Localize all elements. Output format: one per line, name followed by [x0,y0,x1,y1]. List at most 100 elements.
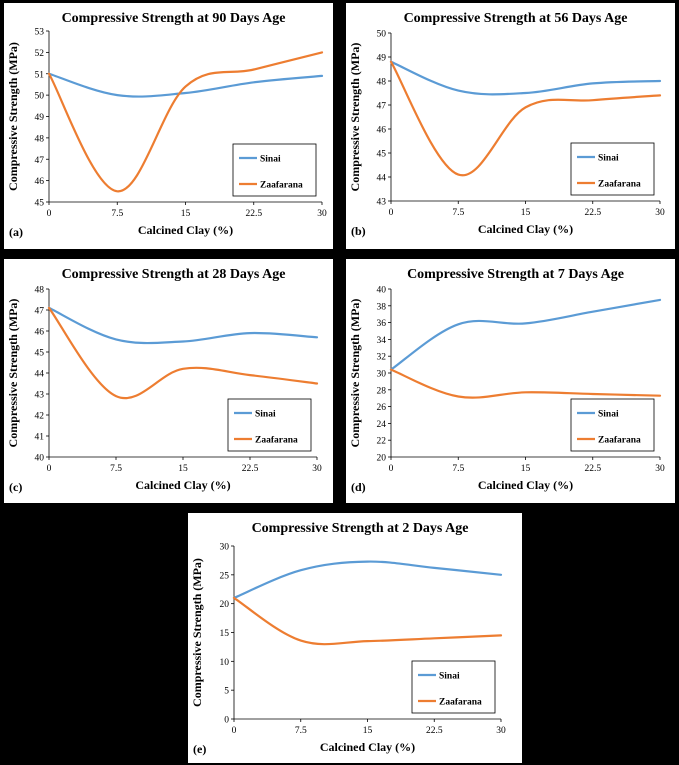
y-axis-label: Compressive Strength (MPa) [190,558,204,707]
x-tick-label: 15 [178,464,188,474]
y-tick-label: 44 [35,370,45,380]
y-tick-label: 30 [377,370,387,380]
series-line-sinai [232,560,503,599]
y-tick-label: 24 [377,420,387,430]
x-tick-label: 30 [496,726,506,736]
legend-label-sinai: Sinai [598,154,619,164]
y-tick-label: 0 [224,716,229,726]
y-tick-label: 34 [377,336,387,346]
series-line-zaafarana [389,368,662,399]
x-tick-label: 0 [47,209,52,219]
x-axis-label: Calcined Clay (%) [138,223,233,237]
y-axis-label: Compressive Strength (MPa) [348,43,362,192]
x-tick-label: 15 [363,726,373,736]
y-tick-label: 47 [35,156,45,166]
x-tick-label: 0 [232,726,237,736]
legend-box [570,142,655,196]
y-tick-label: 51 [35,70,45,80]
x-axis-label: Calcined Clay (%) [135,478,230,492]
series-line-zaafarana [47,306,319,400]
x-tick-label: 30 [312,464,322,474]
y-tick-label: 52 [35,49,45,59]
series-line-sinai [389,298,662,371]
x-tick-label: 22.5 [584,208,601,218]
panel-label: (a) [9,225,23,239]
y-tick-label: 22 [377,437,387,447]
y-tick-label: 15 [220,629,230,639]
legend: Sinai Zaafarana [232,143,317,197]
chart-title: Compressive Strength at 90 Days Age [62,11,286,26]
y-tick-label: 36 [377,319,387,329]
legend: Sinai Zaafarana [227,398,312,452]
x-axis-label: Calcined Clay (%) [478,478,573,492]
x-tick-label: 30 [317,209,327,219]
x-tick-label: 22.5 [584,464,601,474]
legend: Sinai Zaafarana [411,660,496,714]
y-tick-label: 44 [377,174,387,184]
y-tick-label: 26 [377,403,387,413]
chart-title: Compressive Strength at 2 Days Age [252,521,469,536]
y-axis-label: Compressive Strength (MPa) [348,299,362,448]
chart-panel-e: Compressive Strength at 2 Days Age 0 5 10 15… [188,513,522,763]
x-tick-label: 15 [521,464,531,474]
y-tick-label: 46 [35,328,45,338]
y-tick-label: 47 [35,307,45,317]
chart-panel-c: Compressive Strength at 28 Days Age 40 41 4… [4,259,333,503]
y-tick-label: 50 [35,92,45,102]
y-axis-label: Compressive Strength (MPa) [6,42,20,191]
series-line-zaafarana [389,60,662,177]
y-tick-label: 40 [35,454,45,464]
x-tick-label: 7.5 [452,208,464,218]
y-tick-label: 45 [377,150,387,160]
y-tick-label: 25 [220,571,230,581]
y-tick-label: 40 [377,286,387,296]
x-tick-label: 30 [655,464,665,474]
y-tick-label: 10 [220,658,230,668]
y-tick-label: 45 [35,349,45,359]
panel-label: (c) [9,480,22,494]
chart-e: Compressive Strength at 2 Days Age 0 5 10 15… [190,521,506,756]
series-line-sinai [47,72,324,98]
legend-box [232,143,317,197]
y-tick-label: 46 [377,126,387,136]
y-tick-label: 43 [35,391,45,401]
chart-a: Compressive Strength at 90 Days Age 45 46 4… [6,11,327,239]
x-tick-label: 22.5 [426,726,443,736]
legend-label-sinai: Sinai [255,410,276,420]
series-line-sinai [389,60,662,96]
y-tick-label: 46 [35,177,45,187]
legend-label-zaafarana: Zaafarana [260,181,303,191]
panel-label: (e) [193,742,206,756]
legend-label-sinai: Sinai [598,410,619,420]
x-tick-label: 22.5 [245,209,262,219]
chart-b: Compressive Strength at 56 Days Age 43 44 4… [348,11,665,238]
panel-label: (b) [351,224,366,238]
series-line-zaafarana [232,596,503,646]
y-tick-label: 48 [377,78,387,88]
chart-panel-a: Compressive Strength at 90 Days Age 45 46 4… [4,3,333,249]
chart-d: Compressive Strength at 7 Days Age 20 22 24… [348,267,665,494]
y-tick-label: 5 [224,687,229,697]
legend-label-zaafarana: Zaafarana [598,436,641,446]
y-tick-label: 49 [35,113,45,123]
x-tick-label: 7.5 [452,464,464,474]
y-tick-label: 50 [377,30,387,40]
x-tick-label: 22.5 [242,464,259,474]
x-tick-label: 7.5 [295,726,307,736]
y-tick-label: 47 [377,102,387,112]
y-tick-label: 43 [377,198,387,208]
y-tick-label: 42 [35,412,45,422]
y-tick-label: 48 [35,134,45,144]
chart-title: Compressive Strength at 7 Days Age [407,267,624,282]
x-axis-label: Calcined Clay (%) [478,222,573,236]
chart-title: Compressive Strength at 56 Days Age [404,11,628,26]
x-tick-label: 7.5 [111,209,123,219]
y-axis-label: Compressive Strength (MPa) [6,299,20,448]
y-tick-label: 45 [35,199,45,209]
legend-label-zaafarana: Zaafarana [255,436,298,446]
legend-label-zaafarana: Zaafarana [598,180,641,190]
x-tick-label: 0 [47,464,52,474]
panel-label: (d) [351,480,366,494]
x-tick-label: 30 [655,208,665,218]
legend-label-sinai: Sinai [439,672,460,682]
